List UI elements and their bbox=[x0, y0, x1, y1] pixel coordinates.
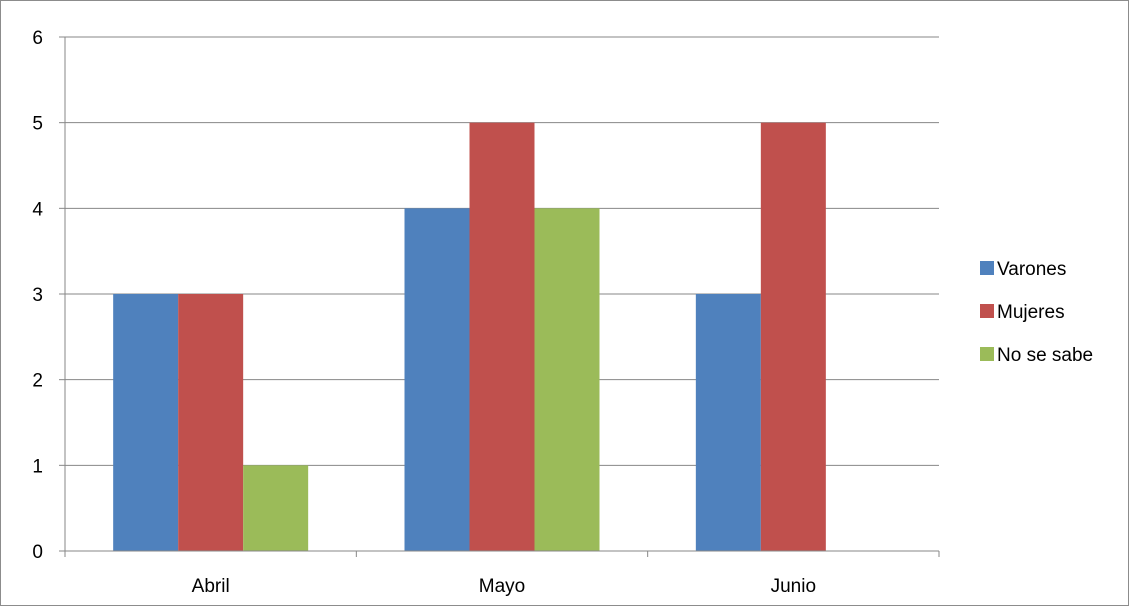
x-tick-label: Abril bbox=[192, 576, 230, 597]
bar-mujeres-mayo bbox=[469, 122, 535, 552]
bar-varones-junio bbox=[695, 294, 761, 551]
bar-no-se-sabe-mayo bbox=[534, 208, 600, 552]
legend-label: No se sabe bbox=[997, 345, 1093, 366]
legend-swatch bbox=[980, 261, 994, 275]
legend-swatch bbox=[980, 347, 994, 361]
y-axis-tick-labels: 0 1 2 3 4 5 6 bbox=[32, 28, 43, 563]
y-tick-label: 0 bbox=[32, 542, 43, 563]
legend-swatch bbox=[980, 304, 994, 318]
bar-mujeres-junio bbox=[760, 122, 826, 552]
y-tick-label: 3 bbox=[32, 285, 43, 306]
bar-varones-mayo bbox=[404, 208, 470, 552]
y-tick-label: 1 bbox=[32, 456, 43, 477]
x-axis-tick-labels: Abril Mayo Junio bbox=[192, 576, 816, 597]
y-tick-label: 2 bbox=[32, 371, 43, 392]
y-tick-label: 4 bbox=[32, 199, 43, 220]
legend-label: Mujeres bbox=[997, 302, 1065, 323]
x-tick-label: Mayo bbox=[479, 576, 525, 597]
bars bbox=[113, 122, 826, 552]
legend-label: Varones bbox=[997, 259, 1066, 280]
x-tick-label: Junio bbox=[771, 576, 816, 597]
bar-mujeres-abril bbox=[178, 294, 244, 551]
legend: Varones Mujeres No se sabe bbox=[980, 259, 1093, 366]
y-tick-label: 5 bbox=[32, 114, 43, 135]
bar-varones-abril bbox=[113, 294, 179, 551]
y-tick-label: 6 bbox=[32, 28, 43, 49]
bar-no-se-sabe-abril bbox=[243, 465, 309, 551]
axes bbox=[59, 36, 940, 557]
